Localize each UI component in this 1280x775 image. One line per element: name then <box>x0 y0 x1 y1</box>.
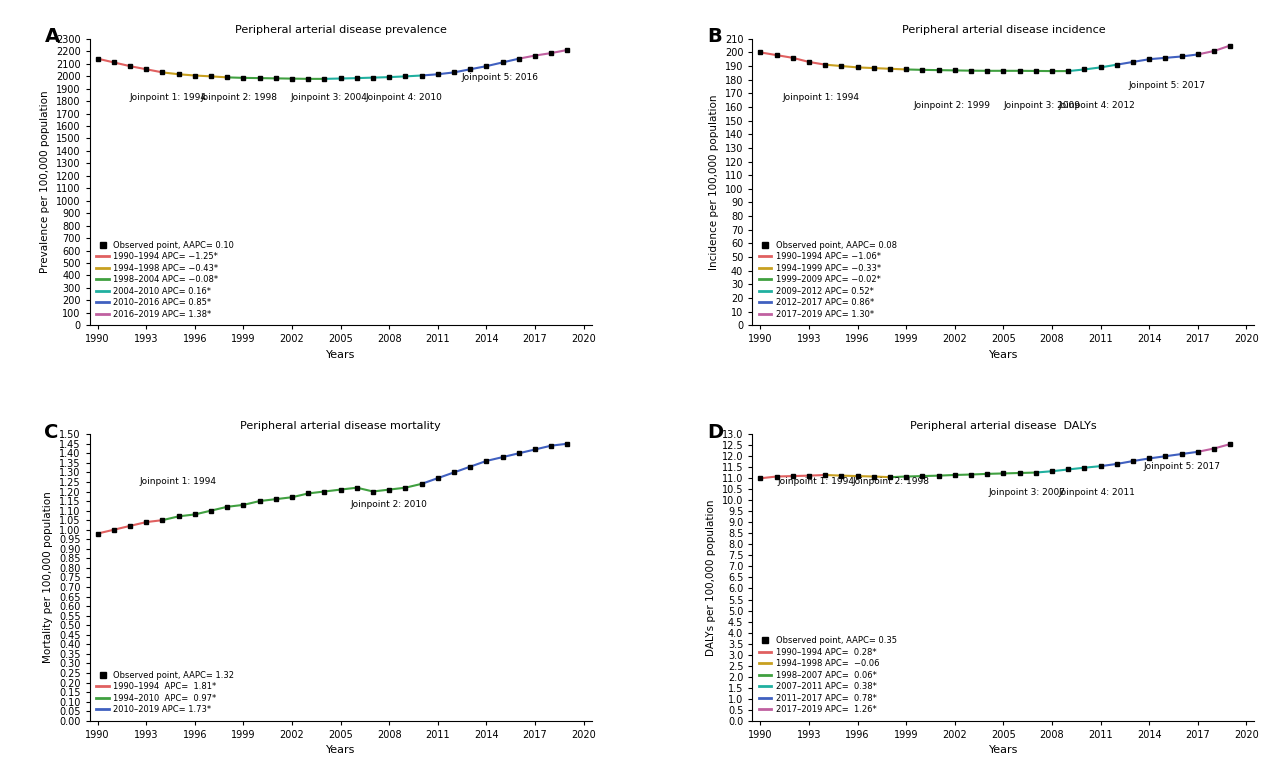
Text: B: B <box>707 27 722 46</box>
Text: Joinpoint 1: 1994: Joinpoint 1: 1994 <box>129 93 207 102</box>
Legend: Observed point, AAPC= 0.35, 1990–1994 APC=  0.28*, 1994–1998 APC=  −0.06, 1998–2: Observed point, AAPC= 0.35, 1990–1994 AP… <box>756 634 899 717</box>
Y-axis label: Incidence per 100,000 population: Incidence per 100,000 population <box>709 95 719 270</box>
Title: Peripheral arterial disease mortality: Peripheral arterial disease mortality <box>241 421 442 431</box>
Legend: Observed point, AAPC= 0.08, 1990–1994 APC= −1.06*, 1994–1999 APC= −0.33*, 1999–2: Observed point, AAPC= 0.08, 1990–1994 AP… <box>756 238 899 321</box>
Text: Joinpoint 1: 1994: Joinpoint 1: 1994 <box>777 477 855 486</box>
Text: Joinpoint 3: 2007: Joinpoint 3: 2007 <box>988 488 1065 498</box>
Text: Joinpoint 4: 2012: Joinpoint 4: 2012 <box>1059 102 1135 110</box>
Y-axis label: Mortality per 100,000 population: Mortality per 100,000 population <box>44 491 54 663</box>
Legend: Observed point, AAPC= 1.32, 1990–1994  APC=  1.81*, 1994–2010  APC=  0.97*, 2010: Observed point, AAPC= 1.32, 1990–1994 AP… <box>93 668 237 717</box>
Y-axis label: Prevalence per 100,000 population: Prevalence per 100,000 population <box>40 91 50 274</box>
Text: Joinpoint 1: 1994: Joinpoint 1: 1994 <box>782 93 859 102</box>
Title: Peripheral arterial disease incidence: Peripheral arterial disease incidence <box>901 26 1105 35</box>
Text: Joinpoint 5: 2017: Joinpoint 5: 2017 <box>1144 463 1221 471</box>
X-axis label: Years: Years <box>326 746 356 756</box>
Text: Joinpoint 2: 1998: Joinpoint 2: 1998 <box>200 93 276 102</box>
Text: Joinpoint 4: 2011: Joinpoint 4: 2011 <box>1059 488 1135 498</box>
Text: Joinpoint 2: 1999: Joinpoint 2: 1999 <box>913 102 989 110</box>
Text: Joinpoint 5: 2016: Joinpoint 5: 2016 <box>461 73 538 81</box>
Text: D: D <box>707 422 723 442</box>
Text: Joinpoint 3: 2009: Joinpoint 3: 2009 <box>1004 102 1080 110</box>
X-axis label: Years: Years <box>988 350 1018 360</box>
Text: C: C <box>45 422 59 442</box>
Legend: Observed point, AAPC= 0.10, 1990–1994 APC= −1.25*, 1994–1998 APC= −0.43*, 1998–2: Observed point, AAPC= 0.10, 1990–1994 AP… <box>93 238 237 321</box>
Text: Joinpoint 2: 1998: Joinpoint 2: 1998 <box>852 477 929 486</box>
Text: Joinpoint 2: 2010: Joinpoint 2: 2010 <box>351 500 428 508</box>
Text: Joinpoint 1: 1994: Joinpoint 1: 1994 <box>140 477 216 486</box>
Text: A: A <box>45 27 60 46</box>
Y-axis label: DALYs per 100,000 population: DALYs per 100,000 population <box>707 499 716 656</box>
X-axis label: Years: Years <box>326 350 356 360</box>
Title: Peripheral arterial disease  DALYs: Peripheral arterial disease DALYs <box>910 421 1097 431</box>
Text: Joinpoint 5: 2017: Joinpoint 5: 2017 <box>1129 81 1206 91</box>
X-axis label: Years: Years <box>988 746 1018 756</box>
Title: Peripheral arterial disease prevalence: Peripheral arterial disease prevalence <box>234 26 447 35</box>
Text: Joinpoint 4: 2010: Joinpoint 4: 2010 <box>366 93 443 102</box>
Text: Joinpoint 3: 2004: Joinpoint 3: 2004 <box>291 93 367 102</box>
